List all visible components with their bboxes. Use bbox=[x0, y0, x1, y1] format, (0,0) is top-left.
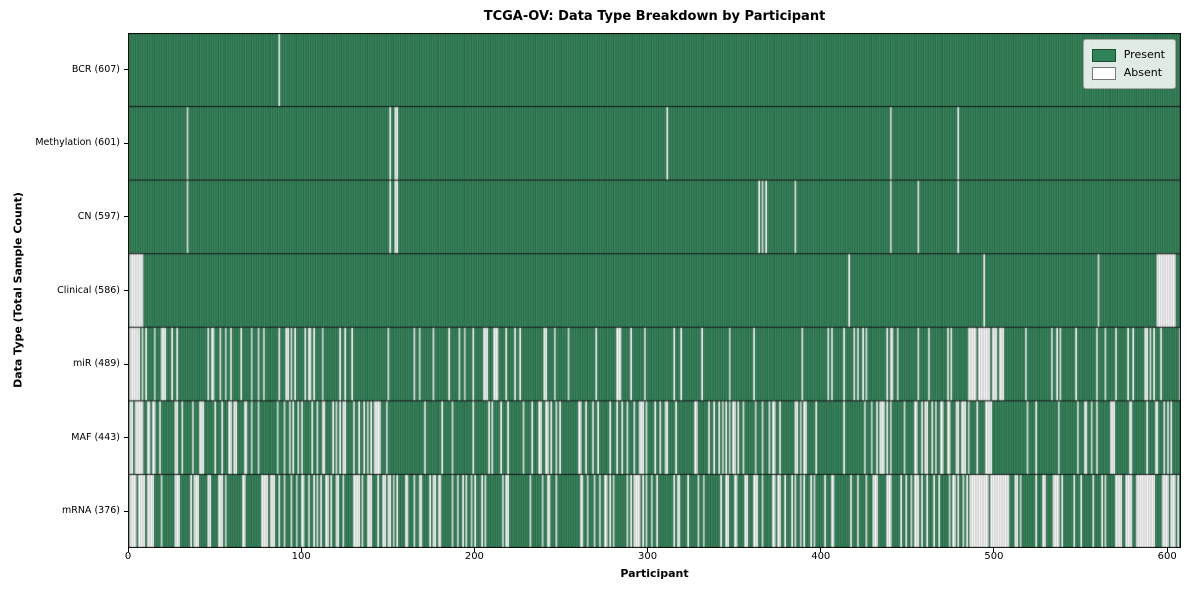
y-tick-mark bbox=[124, 510, 128, 512]
legend-present-swatch bbox=[1091, 48, 1116, 62]
x-tick-mark bbox=[993, 548, 995, 552]
x-tick-label-0: 0 bbox=[124, 551, 132, 562]
x-tick-mark bbox=[473, 548, 475, 552]
x-tick-mark bbox=[300, 548, 302, 552]
y-tick-label-Clinical: Clinical (586) bbox=[57, 284, 120, 296]
y-tick-label-miR: miR (489) bbox=[72, 358, 120, 370]
y-tick-mark bbox=[124, 437, 128, 439]
legend-absent-label: Absent bbox=[1123, 66, 1163, 79]
x-tick-label-100: 100 bbox=[291, 551, 311, 562]
y-tick-mark bbox=[124, 363, 128, 365]
y-tick-label-CN: CN (597) bbox=[77, 210, 120, 222]
legend-item-present: Present bbox=[1091, 46, 1165, 64]
x-tick-label-400: 400 bbox=[811, 551, 831, 562]
legend-absent-swatch bbox=[1091, 66, 1116, 80]
legend-present-label: Present bbox=[1123, 48, 1165, 61]
y-tick-label-MAF: MAF (443) bbox=[71, 431, 120, 443]
legend: Present Absent bbox=[1082, 39, 1176, 89]
y-tick-label-mRNA: mRNA (376) bbox=[61, 505, 120, 517]
x-tick-labels: 0 100 200 300 400 500 600 bbox=[124, 551, 1181, 565]
x-tick-label-500: 500 bbox=[984, 551, 1004, 562]
y-tick-mark bbox=[124, 216, 128, 218]
y-tick-labels: BCR (607) Methylation (601) CN (597) Clinic… bbox=[0, 33, 120, 548]
y-tick-label-Methylation: Methylation (601) bbox=[35, 137, 120, 149]
x-axis-label: Participant bbox=[620, 567, 689, 580]
x-tick-mark bbox=[820, 548, 822, 552]
plot-area: Present Absent bbox=[128, 33, 1181, 548]
x-tick-label-200: 200 bbox=[464, 551, 484, 562]
y-tick-mark bbox=[124, 69, 128, 71]
x-tick-mark bbox=[647, 548, 649, 552]
y-tick-label-BCR: BCR (607) bbox=[71, 63, 120, 75]
y-tick-mark bbox=[124, 290, 128, 291]
x-tick-label-300: 300 bbox=[638, 551, 658, 562]
legend-item-absent: Absent bbox=[1091, 64, 1165, 82]
chart-title: TCGA-OV: Data Type Breakdown by Particip… bbox=[483, 9, 826, 24]
y-tick-mark bbox=[124, 142, 128, 144]
x-tick-label-600: 600 bbox=[1157, 551, 1177, 562]
x-tick-mark bbox=[1166, 548, 1168, 552]
heatmap-canvas bbox=[128, 33, 1181, 548]
x-tick-mark bbox=[127, 548, 129, 552]
